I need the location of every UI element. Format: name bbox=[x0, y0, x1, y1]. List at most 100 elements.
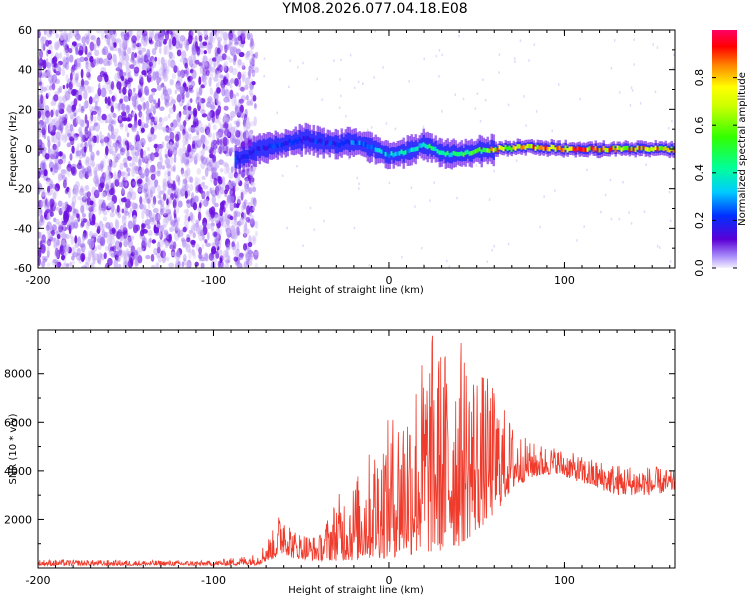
spectrogram-cell bbox=[104, 36, 110, 43]
spectrogram-cell bbox=[158, 230, 162, 238]
spectrogram-cell bbox=[148, 40, 154, 45]
spectrogram-cell bbox=[177, 176, 181, 186]
spectrogram-cell bbox=[134, 260, 138, 268]
spectrogram-cell bbox=[316, 139, 319, 144]
spectrogram-cell bbox=[224, 44, 228, 54]
spectrogram-cell bbox=[318, 138, 321, 143]
spectrogram-cell bbox=[639, 102, 642, 105]
spectrogram-cell bbox=[93, 115, 97, 124]
spectrogram-cell bbox=[182, 133, 188, 139]
spectrogram-cell bbox=[145, 154, 151, 160]
spectrogram-cell bbox=[171, 166, 176, 172]
spectrogram-cell bbox=[86, 191, 92, 198]
spectrogram-cell bbox=[209, 187, 213, 194]
spectrogram-cell bbox=[131, 43, 137, 51]
spectrogram-cell bbox=[136, 30, 142, 39]
spectrogram-cell bbox=[78, 126, 83, 134]
spectrogram-cell bbox=[239, 217, 245, 226]
spectrogram-cell bbox=[202, 192, 207, 198]
spectrogram-cell bbox=[99, 130, 102, 141]
spectrogram-cell bbox=[513, 57, 516, 60]
spectrogram-cell bbox=[38, 130, 41, 139]
spectrogram-cell bbox=[173, 154, 177, 164]
spectrogram-cell bbox=[127, 238, 133, 249]
spectrogram-cell bbox=[134, 166, 140, 175]
spectrogram-cell bbox=[128, 92, 131, 102]
spectrogram-cell bbox=[146, 49, 151, 58]
spectrogram-cell bbox=[57, 125, 63, 131]
spectrogram-cell bbox=[68, 224, 72, 235]
spectrogram-cell bbox=[174, 89, 178, 95]
spectrogram-cell bbox=[211, 166, 215, 175]
spectrogram-cell bbox=[58, 158, 63, 165]
spectrogram-cell bbox=[230, 110, 236, 118]
spectrogram-cell bbox=[232, 185, 236, 195]
spectrogram-cell bbox=[161, 141, 165, 148]
spectrogram-cell bbox=[119, 146, 125, 156]
spectrogram-cell bbox=[77, 108, 81, 113]
spectrogram-cell bbox=[306, 135, 309, 141]
spectrogram-cell bbox=[249, 251, 254, 258]
spectrogram-cell bbox=[66, 205, 73, 213]
spectrogram-cell bbox=[137, 187, 142, 193]
spectrogram-cell bbox=[43, 30, 47, 36]
spectrogram-cell bbox=[119, 98, 124, 104]
spectrogram-cell bbox=[248, 150, 251, 155]
spectrogram-cell bbox=[111, 34, 115, 43]
spectrogram-cell bbox=[479, 119, 482, 123]
spectrogram-cell bbox=[108, 164, 112, 172]
spectrogram-cell bbox=[75, 76, 79, 84]
spectrogram-cell bbox=[216, 184, 222, 192]
spectrogram-cell bbox=[52, 30, 58, 35]
spectrogram-cell bbox=[117, 61, 123, 71]
spectrogram-cell bbox=[235, 130, 241, 138]
spectrogram-cell bbox=[121, 216, 127, 226]
spectrogram-cell bbox=[42, 86, 47, 92]
spectrogram-cell bbox=[223, 96, 230, 103]
spectrogram-cell bbox=[55, 109, 59, 117]
spectrogram-cell bbox=[39, 222, 42, 227]
spectrogram-cell bbox=[514, 60, 516, 63]
y-tick-label: 60 bbox=[18, 24, 32, 37]
spectrogram-cell bbox=[96, 57, 100, 65]
spectrogram-cell bbox=[90, 113, 94, 122]
spectrogram-cell bbox=[204, 167, 209, 177]
spectrogram-cell bbox=[56, 233, 61, 240]
colorbar-tick-label: 0.4 bbox=[693, 164, 706, 182]
spectrogram-cell bbox=[90, 35, 94, 41]
spectrogram-cell bbox=[154, 212, 161, 223]
spectrogram-cell bbox=[73, 219, 79, 229]
spectrogram-cell bbox=[221, 87, 226, 97]
spectrogram-cell bbox=[80, 185, 84, 193]
spectrogram-cell bbox=[235, 248, 239, 258]
spectrogram-cell bbox=[186, 237, 191, 243]
spectrogram-cell bbox=[50, 109, 54, 118]
spectrogram-cell bbox=[246, 260, 250, 266]
spectrogram-cell bbox=[340, 94, 342, 98]
spectrogram-cell bbox=[127, 191, 132, 201]
spectrogram-cell bbox=[145, 164, 148, 174]
spectrogram-cell bbox=[108, 60, 113, 66]
spectrogram-cell bbox=[189, 183, 194, 192]
spectrogram-cell bbox=[127, 211, 131, 219]
spectrogram-cell bbox=[240, 191, 244, 201]
spectrogram-cell bbox=[84, 261, 90, 268]
spectrogram-cell bbox=[184, 62, 188, 69]
spectrogram-cell bbox=[78, 86, 85, 93]
spectrogram-cell bbox=[64, 132, 67, 143]
spectrogram-cell bbox=[200, 74, 206, 83]
spectrogram-cell bbox=[172, 164, 176, 173]
spectrogram-cell bbox=[50, 146, 54, 153]
spectrogram-cell bbox=[169, 96, 174, 103]
spectrogram-cell bbox=[96, 30, 102, 34]
spectrogram-cell bbox=[223, 105, 229, 111]
spectrogram-cell bbox=[83, 193, 87, 200]
spectrogram-cell bbox=[210, 217, 215, 223]
spectrogram-cell bbox=[282, 141, 285, 147]
spectrogram-cell bbox=[292, 140, 295, 145]
spectrogram-cell bbox=[289, 59, 291, 62]
spectrogram-cell bbox=[126, 167, 131, 173]
spectrogram-cell bbox=[191, 192, 195, 200]
spectrogram-cell bbox=[270, 144, 273, 149]
spectrogram-cell bbox=[51, 224, 57, 232]
